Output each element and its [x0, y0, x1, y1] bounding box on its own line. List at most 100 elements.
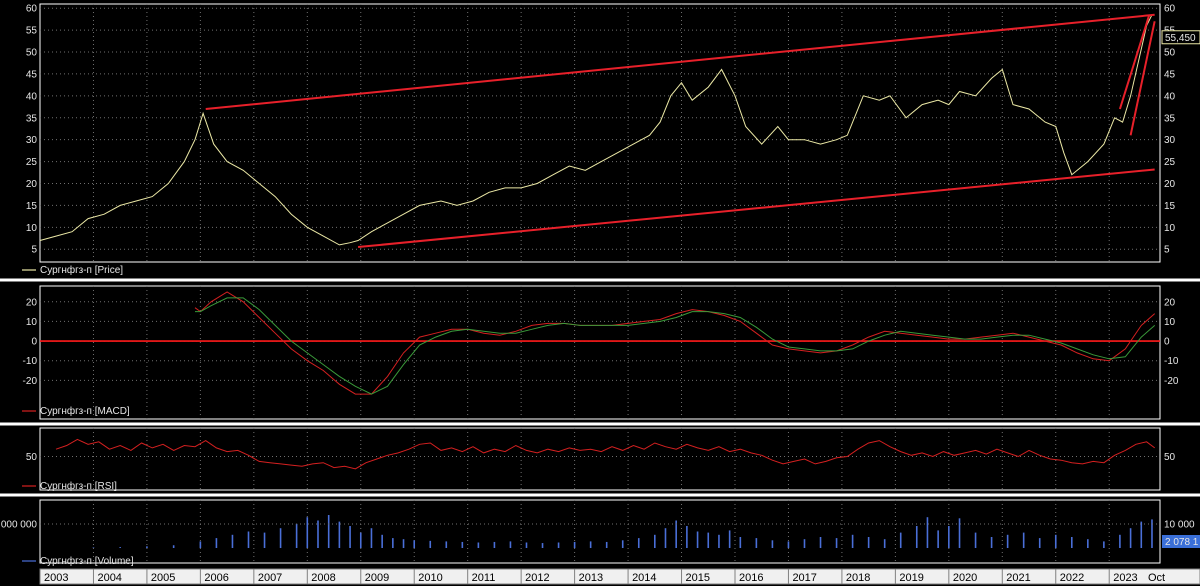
y-tick-label-right: 10	[1164, 317, 1176, 328]
volume-bar	[1140, 521, 1143, 548]
last-volume-badge	[1162, 535, 1200, 548]
y-tick-label-right: 5	[1164, 245, 1170, 256]
x-tick-label: 2008	[311, 572, 335, 584]
volume-bar	[493, 541, 496, 548]
x-tick-label: 2022	[1060, 572, 1084, 584]
volume-bar	[1119, 534, 1121, 548]
y-tick-label-left: 50	[26, 48, 38, 59]
volume-bar	[899, 532, 902, 548]
y-tick-label-right: 10 000	[1164, 520, 1195, 531]
trend-line	[205, 13, 1155, 110]
volume-bar	[1129, 528, 1132, 548]
volume-bar	[739, 537, 742, 548]
x-tick-label: 2020	[953, 572, 977, 584]
volume-bar	[231, 534, 234, 548]
trend-line	[1118, 14, 1151, 110]
volume-bar	[509, 541, 512, 548]
volume-bar	[819, 537, 822, 548]
volume-bar	[1022, 532, 1025, 548]
volume-bar	[306, 517, 309, 548]
x-axis: 2003 2004 2005 2006 2007 2008 2009 2010 2011 2012…	[39, 568, 1200, 585]
volume-bar	[1103, 541, 1105, 548]
volume-bar	[974, 532, 977, 548]
volume-bar	[883, 539, 886, 548]
volume-bar	[1070, 537, 1073, 548]
y-tick-label-left: -10	[23, 356, 38, 367]
y-tick-label-right: 50	[1164, 48, 1176, 59]
x-tick-label: Oct	[1148, 572, 1165, 584]
volume-bar	[247, 531, 250, 548]
volume-bar	[295, 523, 298, 548]
volume-bar	[541, 543, 544, 548]
series-line-macd	[194, 291, 1156, 395]
y-tick-label-left: 10	[26, 317, 38, 328]
panel-frame	[39, 499, 1161, 564]
volume-bar	[696, 531, 699, 548]
x-tick-label: 2010	[418, 572, 442, 584]
y-tick-label-right: 50	[1164, 452, 1176, 463]
x-tick-label: 2014	[632, 572, 656, 584]
y-tick-label-right: 60	[1164, 4, 1176, 15]
y-tick-label-right: 25	[1164, 157, 1176, 168]
y-tick-label-left: 10	[26, 223, 38, 234]
x-tick-label: 2018	[846, 572, 870, 584]
volume-bar	[728, 530, 731, 548]
y-tick-label-right: 0	[1164, 337, 1170, 348]
panel-frame	[39, 285, 1161, 420]
x-tick-label: 2006	[204, 572, 228, 584]
y-tick-label-left: 000 000	[1, 520, 38, 531]
volume-bar	[664, 528, 667, 548]
x-axis-strip	[39, 568, 1200, 585]
volume-bar	[605, 541, 608, 548]
trend-line	[1129, 21, 1156, 136]
volume-bar	[787, 541, 790, 548]
volume-bar	[1006, 534, 1009, 548]
volume-bar	[915, 526, 918, 548]
volume-bar	[557, 542, 560, 548]
volume-bar	[525, 542, 528, 548]
volume-bar	[413, 540, 416, 548]
volume-bar	[686, 526, 688, 548]
volume-bar	[338, 521, 341, 548]
volume-bar	[146, 546, 148, 548]
volume-bar	[381, 534, 383, 548]
volume-bar	[445, 541, 448, 548]
volume-bar	[675, 520, 677, 548]
volume-bar	[926, 517, 929, 548]
volume-bar	[621, 540, 624, 548]
volume-bar	[359, 532, 362, 548]
volume-bar	[199, 541, 202, 548]
y-tick-label-left: 40	[26, 91, 38, 102]
trend-line	[357, 168, 1155, 249]
volume-bar	[948, 526, 950, 548]
panel-rsi: 50 50 Сургнфгз-п [RSI]	[22, 427, 1176, 492]
y-tick-label-left: 60	[26, 4, 38, 15]
y-tick-label-left: 0	[31, 337, 37, 348]
y-tick-label-left: 55	[26, 26, 38, 37]
x-tick-label: 2013	[579, 572, 603, 584]
volume-bar	[803, 539, 806, 548]
volume-bar	[215, 538, 218, 548]
y-tick-label-left: 5	[31, 245, 37, 256]
legend-label: Сургнфгз-п [MACD]	[40, 405, 130, 417]
y-tick-label-right: 20	[1164, 297, 1176, 308]
y-tick-label-right: -20	[1164, 376, 1179, 387]
volume-bar	[937, 530, 939, 548]
y-tick-label-left: 35	[26, 113, 38, 124]
volume-bar	[327, 515, 330, 548]
volume-bar	[92, 547, 95, 548]
volume-bar	[1151, 519, 1153, 548]
volume-bar	[263, 532, 266, 548]
volume-bar	[589, 541, 592, 548]
x-tick-label: 2019	[899, 572, 923, 584]
volume-bar	[835, 538, 838, 548]
x-tick-label: 2004	[97, 572, 121, 584]
y-tick-label-left: 50	[26, 452, 38, 463]
volume-bar	[1087, 539, 1089, 548]
volume-bar	[573, 541, 576, 548]
x-tick-label: 2003	[44, 572, 68, 584]
y-tick-label-left: 20	[26, 297, 38, 308]
